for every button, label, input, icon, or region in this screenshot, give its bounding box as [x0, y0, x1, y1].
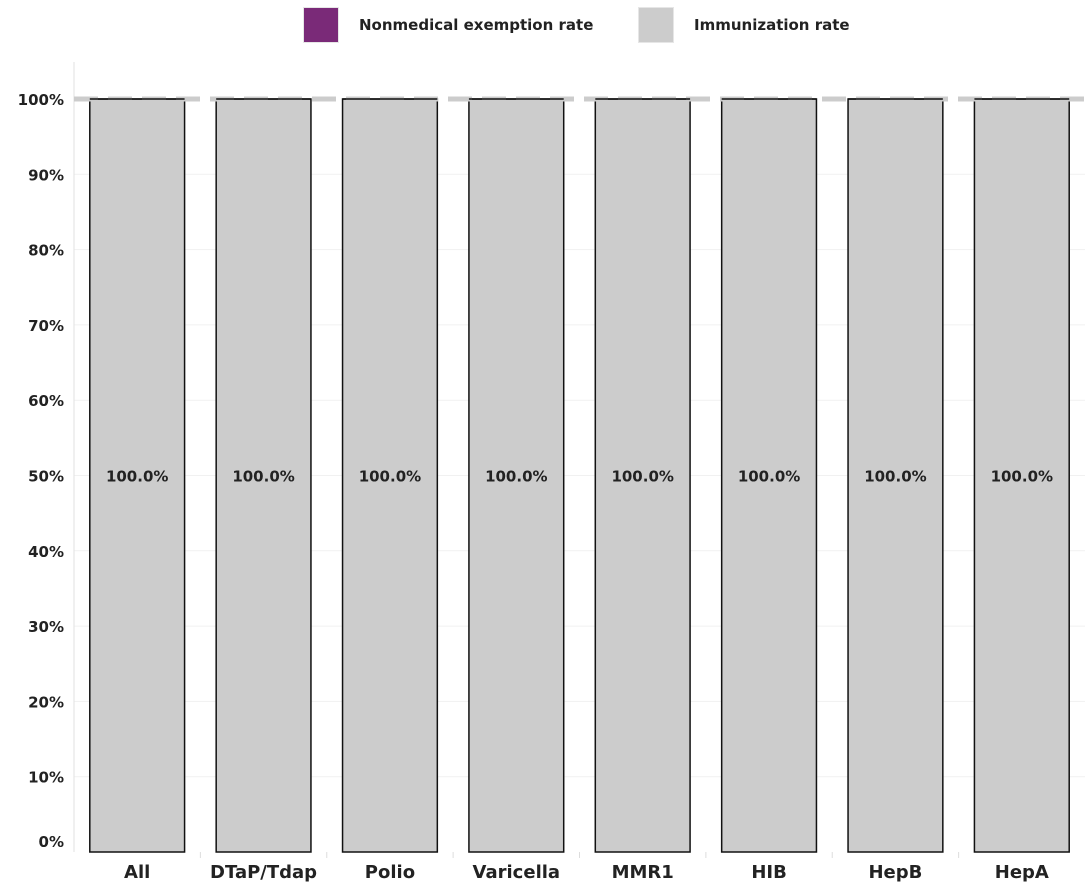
legend-label-immunization: Immunization rate [694, 16, 850, 34]
x-tick-label: All [124, 862, 150, 883]
bar-immunization-dtap-tdap[interactable] [215, 98, 312, 853]
x-tick-label: HIB [751, 862, 786, 883]
y-axis: 0% 10% 20% 30% 40% 50% 60% 70% 80% 90% 100% [18, 62, 75, 852]
y-tick-label: 80% [28, 242, 64, 260]
legend-swatch-nonmedical-exemption [303, 7, 339, 43]
data-label: 100.0% [232, 468, 294, 486]
x-tick-label: MMR1 [612, 862, 674, 883]
x-tick-label: Polio [365, 862, 415, 883]
y-tick-label: 40% [28, 543, 64, 561]
legend-item-immunization[interactable]: Immunization rate [638, 6, 850, 44]
legend-swatch-immunization [638, 7, 674, 43]
bar-immunization-hepa[interactable] [973, 98, 1070, 853]
legend-item-nonmedical-exemption[interactable]: Nonmedical exemption rate [303, 6, 593, 44]
y-tick-label: 100% [18, 91, 64, 109]
bar-immunization-varicella[interactable] [468, 98, 565, 853]
data-label: 100.0% [738, 468, 800, 486]
y-tick-label: 0% [39, 833, 64, 851]
y-tick-label: 10% [28, 769, 64, 787]
y-tick-label: 20% [28, 693, 64, 711]
x-tick-label: Varicella [473, 862, 561, 883]
data-label: 100.0% [485, 468, 547, 486]
y-tick-label: 30% [28, 618, 64, 636]
bar-immunization-mmr1[interactable] [594, 98, 691, 853]
x-tick-label: HepA [995, 862, 1049, 883]
x-axis: All DTaP/Tdap Polio Varicella MMR1 HIB HepB Hep… [124, 852, 1049, 883]
bar-immunization-hepb[interactable] [847, 98, 944, 853]
x-tick-label: DTaP/Tdap [210, 862, 317, 883]
y-tick-label: 90% [28, 166, 64, 184]
data-label: 100.0% [991, 468, 1053, 486]
bar-immunization-all[interactable] [89, 98, 186, 853]
bar-immunization-hib[interactable] [720, 98, 818, 853]
y-tick-label: 70% [28, 317, 64, 335]
legend: Nonmedical exemption rate Immunization r… [0, 0, 1089, 50]
y-tick-label: 60% [28, 392, 64, 410]
legend-label-nonmedical-exemption: Nonmedical exemption rate [359, 16, 594, 34]
data-label: 100.0% [359, 468, 421, 486]
y-tick-label: 50% [28, 468, 64, 486]
data-label: 100.0% [611, 468, 673, 486]
x-tick-label: HepB [868, 862, 922, 883]
data-label: 100.0% [106, 468, 168, 486]
bars: 100.0% 100.0% 100.0% 100.0% 100.0% 100.0% 100.… [89, 98, 1070, 853]
data-label: 100.0% [864, 468, 926, 486]
